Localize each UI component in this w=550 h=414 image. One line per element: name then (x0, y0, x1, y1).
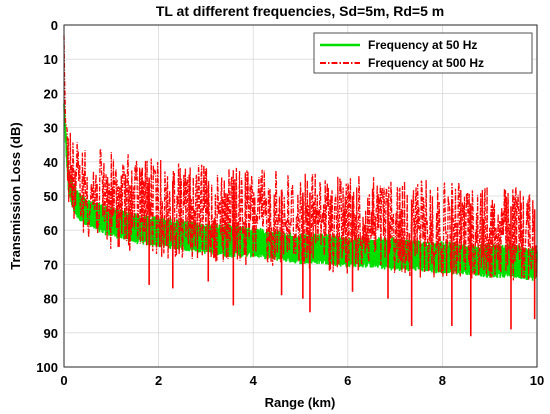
y-tick-label: 0 (51, 18, 58, 33)
series-500hz (63, 35, 538, 337)
x-tick-label: 10 (530, 373, 544, 388)
series-layer (63, 35, 538, 337)
y-tick-label: 40 (44, 155, 58, 170)
legend: Frequency at 50 Hz Frequency at 500 Hz (313, 32, 533, 74)
plot-area (63, 24, 538, 368)
x-tick-label: 0 (60, 373, 67, 388)
y-tick-label: 80 (44, 292, 58, 307)
plot-frame (63, 24, 538, 368)
x-tick-label: 8 (439, 373, 446, 388)
y-tick-label: 50 (44, 189, 58, 204)
y-axis-label: Transmission Loss (dB) (8, 122, 23, 269)
y-axis-ticks: 0 10 20 30 40 50 60 70 80 90 100 (36, 18, 58, 375)
x-tick-label: 2 (155, 373, 162, 388)
y-tick-label: 60 (44, 223, 58, 238)
y-tick-label: 20 (44, 86, 58, 101)
chart-title: TL at different frequencies, Sd=5m, Rd=5… (156, 3, 444, 19)
y-tick-label: 70 (44, 257, 58, 272)
y-tick-label: 10 (44, 52, 58, 67)
legend-label-50hz: Frequency at 50 Hz (368, 38, 477, 52)
y-tick-label: 90 (44, 326, 58, 341)
series-500hz-line (63, 35, 538, 281)
y-tick-label: 30 (44, 121, 58, 136)
x-tick-label: 6 (344, 373, 351, 388)
x-axis-ticks: 0 2 4 6 8 10 (60, 373, 544, 388)
legend-box (313, 32, 533, 74)
x-axis-label: Range (km) (265, 395, 336, 410)
legend-label-500hz: Frequency at 500 Hz (368, 56, 484, 70)
x-tick-label: 4 (250, 373, 258, 388)
y-tick-label: 100 (36, 360, 58, 375)
